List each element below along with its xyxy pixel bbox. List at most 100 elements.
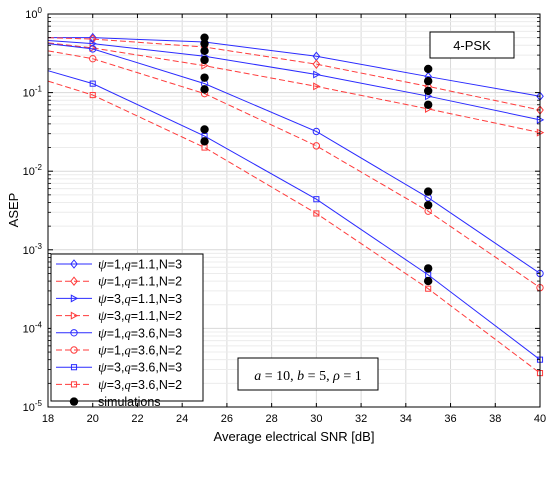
simulation-point	[200, 55, 209, 65]
plot-frame	[47, 13, 541, 408]
y-tick-base: 10	[23, 323, 35, 335]
legend-q-value: =3.6,N=2	[131, 344, 182, 358]
series-point	[312, 142, 321, 150]
series-line	[47, 43, 541, 274]
legend-q-value: =1.1,N=3	[131, 258, 182, 272]
y-tick-label: 10-3	[23, 242, 43, 257]
y-tick-label: 10-1	[23, 85, 43, 100]
series-5	[47, 43, 544, 278]
y-tick-label: 10-4	[23, 320, 43, 335]
series-point	[88, 34, 97, 44]
legend-psi: ψ	[98, 326, 107, 341]
legend-psi-value: =1,	[107, 326, 125, 340]
legend-psi-value: =3,	[107, 361, 125, 375]
legend-item: ψ=1,q=1.1,N=3	[56, 258, 182, 273]
legend-psi-value: =1,	[107, 258, 125, 272]
series-point	[313, 82, 321, 91]
param-b-symbol: b	[297, 369, 304, 384]
x-tick-label: 24	[176, 413, 188, 425]
y-tick-exponent: -4	[35, 320, 43, 329]
series-point	[313, 210, 320, 217]
simulation-points	[200, 33, 433, 286]
series-line	[47, 42, 541, 134]
legend-label: ψ=3,q=3.6,N=3	[98, 361, 182, 376]
legend-marker	[70, 364, 78, 371]
legend-psi-value: =1,	[107, 344, 125, 358]
simulation-point	[423, 200, 433, 210]
legend-psi: ψ	[98, 378, 107, 393]
x-tick-label: 30	[310, 413, 322, 425]
simulation-point	[423, 100, 433, 109]
series-line	[47, 80, 541, 374]
legend-label: ψ=1,q=1.1,N=3	[98, 258, 182, 273]
legend-psi-value: =3,	[107, 292, 125, 306]
param-b-value: = 5,	[304, 369, 333, 384]
legend-q: q	[124, 378, 130, 392]
legend-item: ψ=3,q=3.6,N=2	[56, 378, 182, 393]
simulation-point	[200, 39, 209, 48]
series-line	[47, 37, 541, 111]
y-tick-label: 100	[25, 6, 42, 21]
legend-sim-label: simulations	[98, 395, 161, 409]
legend-marker	[70, 259, 78, 269]
series-point	[89, 45, 97, 53]
legend-marker	[70, 381, 78, 388]
legend-label: ψ=3,q=1.1,N=2	[98, 309, 182, 324]
simulation-point	[200, 137, 209, 146]
y-tick-exponent: -3	[35, 242, 43, 251]
series-point	[425, 285, 432, 292]
x-tick-label: 32	[355, 413, 367, 425]
simulation-point	[423, 264, 433, 273]
simulation-point	[423, 76, 433, 86]
legend-label: ψ=3,q=1.1,N=3	[98, 292, 182, 307]
x-axis-title: Average electrical SNR [dB]	[214, 429, 375, 444]
legend-q-value: =1.1,N=3	[131, 292, 182, 306]
y-axis-title: ASEP	[6, 193, 21, 228]
simulation-point	[200, 73, 209, 82]
legend-box	[50, 253, 204, 402]
legend-psi: ψ	[98, 292, 107, 307]
series-point	[89, 54, 97, 63]
legend-q: q	[124, 275, 130, 289]
series-point	[89, 92, 96, 99]
param-a-symbol: a	[254, 369, 261, 384]
series-point	[313, 196, 320, 203]
series-line	[48, 37, 541, 97]
simulation-point	[423, 64, 433, 74]
legend-q: q	[124, 326, 130, 340]
legend-item: ψ=1,q=3.6,N=2	[56, 344, 182, 359]
legend-marker	[70, 346, 78, 354]
legend-sim-marker	[69, 397, 79, 406]
x-tick-label: 28	[266, 413, 278, 425]
legend-psi-value: =3,	[107, 378, 125, 392]
axis-ticks: 18 20 22 24 26 28 30 32 34 36 38 4010010-110-210-31…	[23, 6, 547, 425]
series-line	[47, 40, 541, 121]
legend-q: q	[124, 344, 130, 358]
simulation-point	[423, 187, 433, 196]
legend-marker	[70, 311, 79, 320]
legend-q-value: =1.1,N=2	[131, 275, 182, 289]
legend-label: ψ=1,q=3.6,N=2	[98, 344, 182, 359]
legend-item: ψ=1,q=1.1,N=2	[56, 275, 182, 290]
x-tick-label: 36	[444, 413, 456, 425]
y-tick-exponent: 0	[38, 6, 43, 15]
simulation-point	[423, 86, 433, 96]
legend-q-value: =3.6,N=2	[131, 378, 182, 392]
y-tick-exponent: -5	[35, 399, 43, 408]
simulation-point	[200, 33, 209, 42]
param-rho-value: = 1	[340, 369, 362, 384]
x-tick-label: 34	[400, 413, 412, 425]
y-tick-base: 10	[23, 88, 35, 100]
legend-psi: ψ	[98, 361, 107, 376]
simulation-point	[423, 276, 433, 286]
series-point	[312, 59, 321, 69]
legend-q-value: =3.6,N=3	[131, 361, 182, 375]
legend: ψ=1,q=1.1,N=3ψ=1,q=1.1,N=2ψ=3,q=1.1,N=3ψ…	[50, 253, 204, 409]
legend-label: ψ=1,q=1.1,N=2	[98, 275, 182, 290]
legend-item: ψ=3,q=3.6,N=3	[56, 361, 182, 376]
y-tick-label: 10-2	[23, 163, 43, 178]
legend-psi-value: =3,	[107, 309, 125, 323]
simulation-point	[200, 46, 209, 56]
simulation-point	[200, 85, 209, 94]
